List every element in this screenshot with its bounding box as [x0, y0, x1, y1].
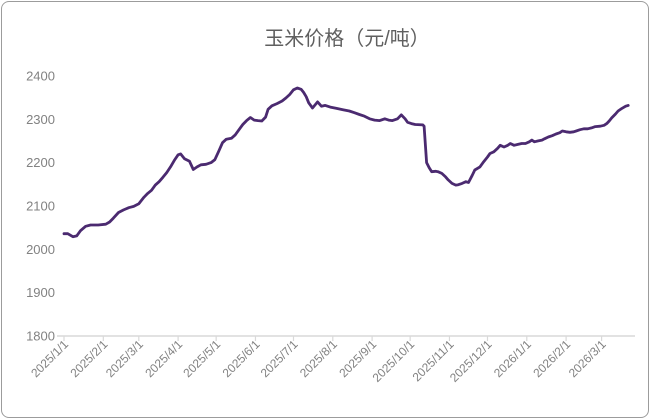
y-tick-label: 2100: [26, 198, 55, 213]
x-tick-label: 2026/1/1: [491, 337, 534, 380]
x-tick-label: 2025/6/1: [220, 337, 263, 380]
y-tick-label: 2400: [26, 68, 55, 83]
y-tick-label: 1800: [26, 329, 55, 344]
x-tick-label: 2025/7/1: [258, 337, 301, 380]
x-tick-label: 2025/5/1: [180, 337, 223, 380]
x-tick-label: 2026/2/1: [530, 337, 573, 380]
x-tick-label: 2025/10/1: [370, 337, 418, 385]
y-tick-label: 2200: [26, 155, 55, 170]
x-tick-label: 2025/12/1: [447, 337, 495, 385]
x-axis-line: [57, 335, 635, 341]
y-tick-label: 2300: [26, 112, 55, 127]
y-tick-label: 2000: [26, 242, 55, 257]
x-tick-label: 2025/8/1: [297, 337, 340, 380]
chart-title: 玉米价格（元/吨）: [264, 27, 430, 50]
x-tick-label: 2025/2/1: [67, 337, 110, 380]
x-tick-label: 2026/3/1: [566, 337, 609, 380]
x-tick-label: 2025/4/1: [142, 337, 185, 380]
price-line-series: [62, 86, 630, 239]
y-axis-labels: 1800 1900 2000 2100 2200 2300 2400: [26, 68, 55, 343]
y-tick-label: 1900: [26, 285, 55, 300]
x-axis-labels: 2025/1/12025/2/12025/3/12025/4/12025/5/1…: [28, 337, 609, 385]
x-tick-label: 2025/3/1: [103, 337, 146, 380]
